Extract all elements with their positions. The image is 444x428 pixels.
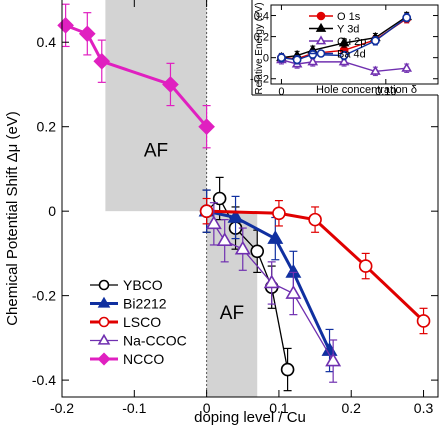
inset-y-tick-label: -0.2 [250,74,269,86]
af-region-label: AF [144,140,168,161]
data-point [93,52,111,70]
inset-y-tick-label: 0.2 [254,32,269,44]
inset-x-axis-label: Hole concentration δ [316,84,417,96]
data-point [267,230,284,244]
series-na-ccoc [205,202,342,383]
inset-y-tick-label: 0 [263,53,269,65]
inset-chart: 0 0.10-0.200.20.4 Hole concentration δ Re… [250,0,444,98]
main-chart: -0.2 -0.1 0 0.1 0.2 0.3 -0.4 -0.2 0 0.2 0.4 AF AF d… [4,0,439,426]
legend: YBCO Bi2212 LSCO Na-CCOC NCCO [90,277,187,367]
inset-series-ba-4d [277,12,412,65]
series-ncco [57,3,215,149]
data-point [277,53,286,63]
legend-marker [98,279,110,291]
legend-marker [315,35,327,45]
legend-marker [97,296,111,308]
data-point [212,191,227,206]
legend-label: Na-CCOC [123,333,187,349]
data-point [338,37,350,47]
data-point [308,212,322,227]
data-point [370,36,380,46]
data-point [162,76,179,93]
data-point [263,274,280,289]
y-tick-label: -0.4 [32,372,56,388]
data-point [227,209,244,223]
inset-background [252,0,444,95]
data-point [416,314,431,328]
legend-marker [316,11,326,21]
x-tick-label: -0.1 [122,400,146,416]
data-point [358,259,373,273]
legend-label: Bi2212 [123,296,167,312]
data-point [370,65,381,75]
data-point [78,25,96,43]
data-point [307,56,319,66]
x-tick-label: 0.3 [414,400,434,416]
legend-label: NCCO [123,351,164,367]
legend-marker [98,316,110,328]
legend-label: YBCO [123,277,163,293]
y-axis-label: Chemical Potential Shift Δμ (eV) [4,111,21,326]
data-point [338,56,350,66]
y-tick-label: 0.2 [37,119,57,135]
legend-label: LSCO [123,314,161,330]
data-point [205,215,222,230]
inset-y-axis-label: Relative Energy (eV) [254,2,265,94]
data-point [234,240,251,255]
legend-marker [316,49,326,58]
data-point [250,244,265,259]
y-tick-label: 0 [48,203,56,219]
data-point [285,285,302,299]
af-region [105,0,207,212]
y-tick-label: -0.2 [32,288,56,304]
data-point [339,51,349,60]
data-point [325,352,342,367]
legend-marker [97,352,111,366]
data-point [402,13,412,23]
x-tick-label: -0.2 [50,400,74,416]
legend-label: Y 3d [337,24,359,36]
data-point [57,17,74,34]
legend-label: O 1s [337,11,361,23]
inset-y-tick-label: 0.4 [254,11,269,23]
x-tick-label: 0.2 [341,400,361,416]
af-region-label: AF [220,303,244,324]
x-axis-label: doping level / Cu [194,409,306,426]
data-point [321,342,338,356]
data-point [280,362,295,377]
data-point [199,204,214,218]
main-plot-frame [61,0,439,398]
data-point [401,62,413,72]
x-tick-label: 0.1 [269,400,289,416]
data-point [272,206,286,221]
data-point [198,118,215,136]
legend-label: Cu 2p [337,36,366,48]
data-point [308,50,318,59]
y-tick-label: 0.4 [37,34,57,50]
data-point [216,232,233,247]
series-lsco [199,197,431,335]
legend-marker [97,333,111,345]
x-tick-label: 0 [203,400,211,416]
inset-x-tick-label: 0 [278,86,284,98]
inset-plot-frame [270,4,439,85]
legend-marker [315,22,327,32]
data-point [292,55,302,65]
legend-label: Ba 4d [337,49,366,61]
